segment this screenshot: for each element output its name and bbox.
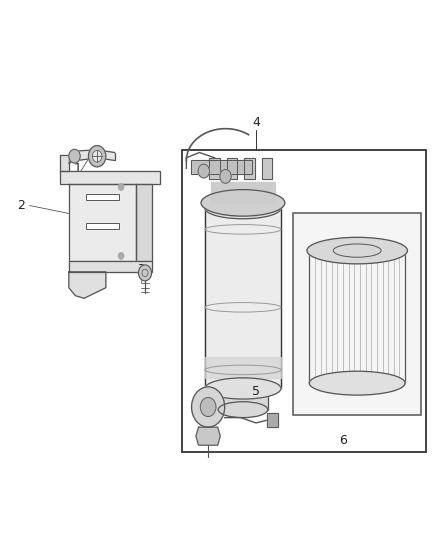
Circle shape xyxy=(69,149,80,163)
Text: 2: 2 xyxy=(18,199,25,212)
Polygon shape xyxy=(69,150,115,163)
Polygon shape xyxy=(69,272,106,298)
Bar xyxy=(69,261,152,272)
Bar xyxy=(209,158,220,179)
Bar xyxy=(205,357,281,378)
Bar xyxy=(205,208,281,389)
Circle shape xyxy=(220,169,231,183)
Polygon shape xyxy=(69,184,136,261)
Bar xyxy=(86,223,119,229)
Text: 4: 4 xyxy=(252,116,260,128)
Bar xyxy=(182,150,426,452)
Bar xyxy=(218,389,268,410)
Circle shape xyxy=(92,150,102,162)
Bar xyxy=(293,214,421,415)
Circle shape xyxy=(200,398,216,417)
Circle shape xyxy=(191,387,225,427)
Bar xyxy=(261,158,272,179)
Text: 1: 1 xyxy=(74,162,81,175)
Circle shape xyxy=(88,146,106,167)
Bar xyxy=(261,158,272,179)
Text: 5: 5 xyxy=(252,385,260,398)
Bar xyxy=(86,194,119,200)
Polygon shape xyxy=(60,155,69,171)
Ellipse shape xyxy=(201,190,285,216)
Bar xyxy=(60,171,160,184)
Bar xyxy=(69,261,152,272)
Text: 6: 6 xyxy=(339,433,347,447)
Ellipse shape xyxy=(205,378,281,399)
Circle shape xyxy=(118,253,124,259)
Bar xyxy=(244,158,254,179)
Bar xyxy=(191,160,252,174)
Bar xyxy=(60,171,160,184)
Bar xyxy=(211,182,276,203)
Bar xyxy=(86,223,119,229)
Ellipse shape xyxy=(205,198,281,219)
Text: 3: 3 xyxy=(137,263,145,276)
Bar xyxy=(191,160,252,174)
Polygon shape xyxy=(136,184,152,261)
Ellipse shape xyxy=(309,371,405,395)
Bar xyxy=(86,194,119,200)
Ellipse shape xyxy=(307,237,407,264)
Bar xyxy=(227,158,237,179)
Bar xyxy=(209,158,220,179)
Bar xyxy=(267,414,278,427)
Circle shape xyxy=(198,164,209,178)
Bar xyxy=(218,389,268,410)
Bar xyxy=(267,414,278,427)
Circle shape xyxy=(118,184,124,190)
Bar xyxy=(244,158,254,179)
Circle shape xyxy=(138,265,152,281)
Polygon shape xyxy=(196,427,220,445)
Bar xyxy=(227,158,237,179)
Ellipse shape xyxy=(218,402,268,418)
